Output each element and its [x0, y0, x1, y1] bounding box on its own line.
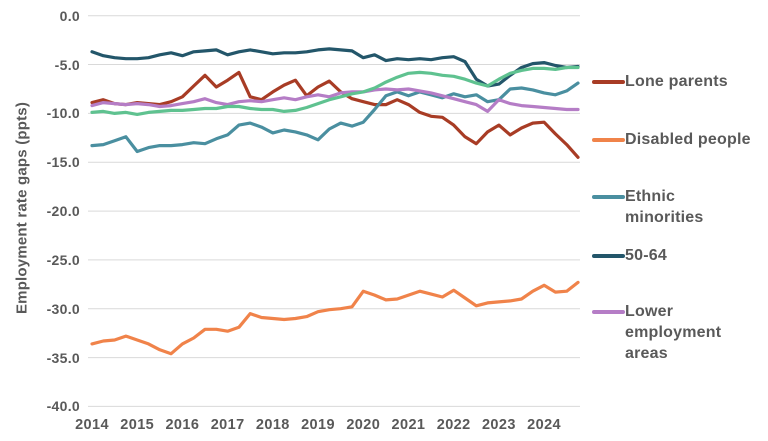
- y-tick-label: -40.0: [46, 398, 80, 415]
- y-tick-label: -20.0: [46, 203, 80, 220]
- x-tick-label: 2014: [75, 417, 109, 433]
- series-line-lower-employment-areas: [90, 87, 580, 114]
- y-tick-label: 0.0: [59, 7, 80, 24]
- legend-label: Ethnic minorities: [625, 188, 704, 226]
- y-tick-label: -25.0: [46, 251, 80, 268]
- x-tick-label: 2015: [120, 417, 155, 433]
- y-tick-label: -30.0: [46, 300, 80, 317]
- legend-swatch-icon: [592, 310, 625, 314]
- series-line-50-64: [90, 47, 580, 88]
- x-tick-label: 2019: [301, 417, 335, 433]
- legend-label: Lone parents: [625, 73, 728, 90]
- y-tick-label: -5.0: [54, 56, 80, 73]
- x-tick-label: 2017: [210, 417, 245, 433]
- y-tick-label: -15.0: [46, 154, 80, 171]
- legend-item-disabled-people: Disabled people: [592, 130, 768, 151]
- legend-swatch-icon: [592, 254, 625, 258]
- legend-label: Disabled people: [625, 131, 751, 148]
- legend-label: 50-64: [625, 247, 667, 264]
- x-tick-label: 2023: [481, 417, 516, 433]
- x-tick-label: 2016: [165, 417, 200, 433]
- series-line-disabled-people: [90, 280, 580, 356]
- x-tick-label: 2020: [346, 417, 381, 433]
- x-tick-label: 2022: [436, 417, 471, 433]
- legend-item-lone-parents: Lone parents: [592, 72, 768, 93]
- legend-swatch-icon: [592, 195, 625, 199]
- legend-swatch-icon: [592, 80, 625, 84]
- y-tick-label: -35.0: [46, 349, 80, 366]
- legend-item-50-64: 50-64: [592, 246, 768, 267]
- y-tick-label: -10.0: [46, 105, 80, 122]
- legend-item-ethnic-minorities: Ethnic minorities: [592, 187, 768, 229]
- series-line-lone-parents: [90, 70, 580, 159]
- series-line-unlabelled-series-green-: [90, 65, 580, 117]
- legend-label: Lower employment areas: [625, 303, 722, 362]
- x-tick-label: 2024: [527, 417, 561, 433]
- legend-swatch-icon: [592, 138, 625, 142]
- legend-item-lower-employment-areas: Lower employment areas: [592, 302, 768, 364]
- x-tick-label: 2018: [255, 417, 290, 433]
- x-tick-label: 2021: [391, 417, 426, 433]
